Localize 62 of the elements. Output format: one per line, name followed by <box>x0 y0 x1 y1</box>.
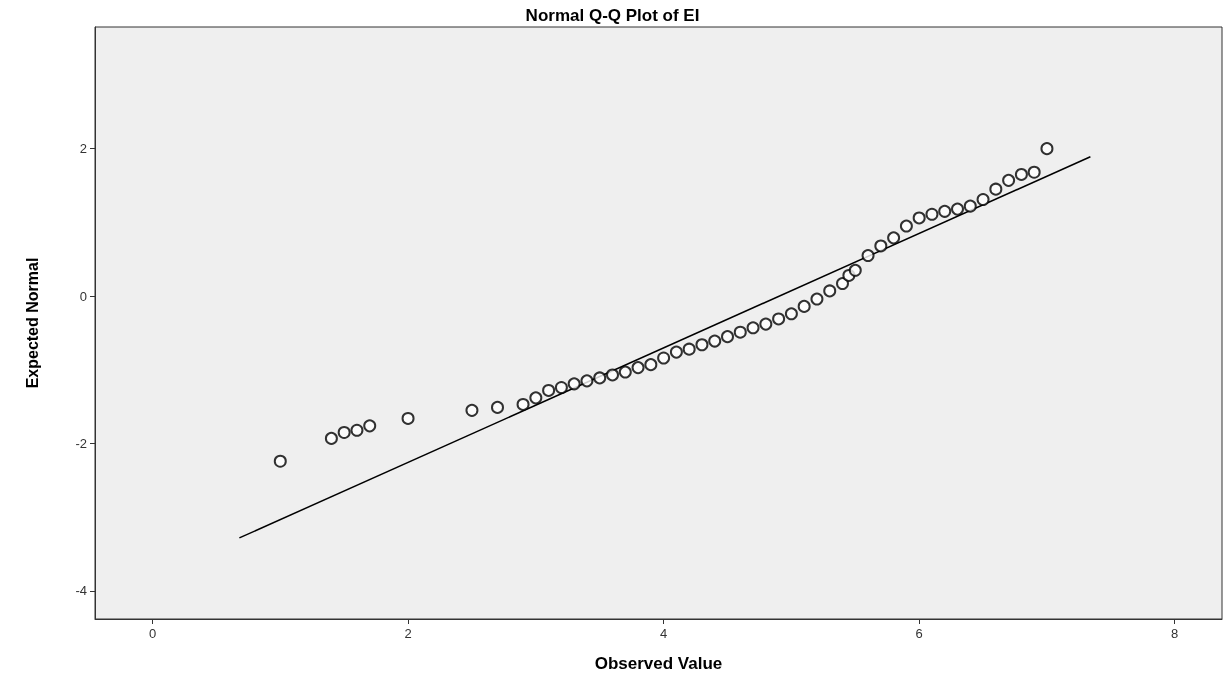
point <box>491 400 504 414</box>
y-tick-label: 0 <box>79 288 87 304</box>
point <box>606 368 619 382</box>
point <box>593 371 607 385</box>
point <box>324 431 338 445</box>
point <box>1027 165 1041 179</box>
point <box>1002 173 1016 187</box>
point <box>695 338 709 352</box>
point <box>465 403 479 417</box>
point <box>784 307 798 321</box>
point <box>708 334 722 348</box>
point <box>887 231 901 245</box>
point <box>861 249 875 263</box>
point <box>951 202 964 216</box>
point <box>836 277 849 291</box>
point <box>580 374 594 388</box>
y-tick-label: 2 <box>79 141 87 157</box>
point <box>657 351 671 365</box>
point <box>759 317 773 331</box>
point <box>938 204 952 218</box>
point <box>669 345 683 359</box>
point <box>899 219 913 233</box>
point <box>848 263 862 277</box>
y-tick-label: -2 <box>75 436 87 452</box>
x-tick-label: 4 <box>659 626 668 641</box>
point <box>746 321 760 335</box>
point <box>1014 167 1028 181</box>
point <box>976 193 990 207</box>
point <box>963 199 977 213</box>
y-tick-label: -4 <box>75 583 87 599</box>
point <box>618 365 632 379</box>
x-tick-label: 2 <box>404 626 412 641</box>
point <box>772 312 786 326</box>
point <box>797 299 811 313</box>
point <box>567 377 581 391</box>
point <box>989 182 1003 196</box>
point <box>363 419 377 433</box>
point <box>273 454 287 468</box>
point <box>874 239 888 253</box>
point <box>631 361 645 375</box>
point <box>810 292 824 306</box>
x-tick-label: 8 <box>1171 626 1179 641</box>
point <box>1040 142 1054 156</box>
point <box>554 381 568 394</box>
point <box>823 284 837 298</box>
point <box>912 211 926 225</box>
point <box>925 207 939 221</box>
chart-title: Normal Q-Q Plot of EI <box>525 6 700 25</box>
point <box>401 411 415 425</box>
x-tick-label: 0 <box>148 626 157 641</box>
x-axis-title: Observed Value <box>594 654 723 673</box>
point <box>733 325 747 339</box>
point <box>516 397 530 411</box>
point <box>721 330 734 344</box>
point <box>644 358 658 372</box>
y-axis-title: Expected Normal <box>23 257 41 389</box>
x-tick-label: 6 <box>915 626 923 641</box>
point <box>529 391 543 405</box>
point <box>542 383 556 397</box>
point <box>337 425 351 439</box>
point <box>682 342 696 356</box>
point <box>350 423 364 437</box>
